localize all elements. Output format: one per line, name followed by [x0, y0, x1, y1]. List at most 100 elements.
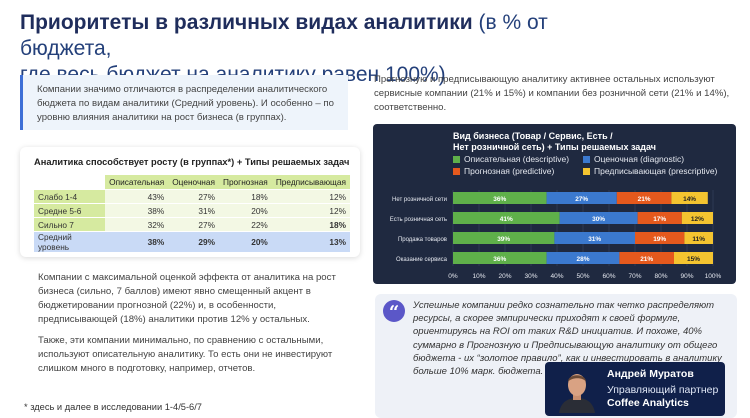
category-label: Есть розничная сеть [390, 217, 447, 223]
data-label: 12% [691, 216, 704, 223]
cell: 32% [105, 217, 169, 231]
chart-title: Вид бизнеса (Товар / Сервис, Есть / Нет р… [453, 131, 656, 152]
table-title: Аналитика способствует росту (в группах*… [34, 157, 350, 167]
data-label: 14% [683, 196, 696, 203]
bar-segment [453, 192, 547, 204]
col-header: Описательная [105, 175, 169, 189]
category-label: Оказание сервиса [396, 257, 448, 263]
cell: 18% [271, 217, 350, 231]
cell: 38% [105, 231, 169, 252]
chart-axis: 0% 10% 20% 30% 40% 50% 60% 70% 80% 90% 100% [448, 273, 721, 280]
quote-icon: “ [383, 300, 405, 323]
data-label: 27% [575, 196, 588, 203]
legend-label: Предписывающая (prescriptive) [594, 166, 718, 176]
table-row: Слабо 1-4 43% 27% 18% 12% [34, 189, 350, 203]
cell: 20% [218, 231, 272, 252]
row-label: Слабо 1-4 [34, 189, 106, 203]
cell: 29% [168, 231, 219, 252]
chart-svg: Вид бизнеса (Товар / Сервис, Есть / Нет р… [390, 131, 722, 280]
x-tick-label: 100% [705, 273, 722, 280]
paragraph-strong-growth: Компании с максимальной оценкой эффекта … [38, 272, 336, 325]
bar-segment [637, 212, 682, 224]
cell: 31% [168, 203, 219, 217]
col-header: Оценочная [168, 175, 219, 189]
bar-segment [453, 252, 547, 264]
bar-segment [546, 252, 620, 264]
title-bold: Приоритеты в различных видах аналитики [20, 11, 473, 34]
bar-segment [554, 232, 635, 244]
data-label: 17% [653, 216, 666, 223]
bar-segment [453, 232, 555, 244]
right-summary: Прогнозную и предписывающую аналитику ак… [374, 74, 730, 113]
data-label: 15% [687, 256, 700, 263]
business-type-chart: Вид бизнеса (Товар / Сервис, Есть / Нет р… [373, 124, 736, 284]
author-role: Управляющий партнер [607, 384, 719, 396]
row-label: Сильно 7 [34, 217, 106, 231]
cell: 38% [105, 203, 169, 217]
author-company: Coffee Analytics [607, 397, 689, 409]
footnote: * здесь и далее в исследовании 1-4/5-6/7 [24, 402, 202, 412]
cell: 43% [105, 189, 169, 203]
avatar [553, 365, 601, 413]
legend-swatch [453, 156, 460, 163]
growth-table-card: Аналитика способствует росту (в группах*… [20, 147, 360, 257]
table-header-row: Описательная Оценочная Прогнозная Предпи… [34, 175, 350, 189]
legend-swatch [583, 168, 590, 175]
cell: 12% [271, 189, 350, 203]
author-name: Андрей Муратов [607, 368, 694, 380]
data-label: 39% [497, 236, 510, 243]
chart-legend: Описательная (descriptive) Оценочная (dia… [453, 154, 718, 176]
quote-card: “ Успешные компании редко сознательно та… [375, 294, 737, 418]
chart-title-line: Нет розничной сеть) + Типы решаемых зада… [453, 142, 656, 152]
x-tick-label: 30% [524, 273, 537, 280]
bar-segment [559, 212, 638, 224]
bar-segment [546, 192, 617, 204]
cell: 12% [271, 203, 350, 217]
bar-segment [671, 192, 708, 204]
x-tick-label: 80% [654, 273, 667, 280]
legend-label: Прогнозная (predictive) [464, 166, 554, 176]
x-tick-label: 20% [498, 273, 511, 280]
bar-segment [453, 212, 560, 224]
growth-table: Описательная Оценочная Прогнозная Предпи… [34, 175, 350, 252]
title-rest: (в % от бюджета, [20, 11, 548, 60]
legend-label: Описательная (descriptive) [464, 154, 569, 164]
category-label: Продажа товаров [398, 237, 447, 243]
intro-callout: Компании значимо отличаются в распределе… [20, 75, 348, 130]
data-label: 36% [493, 196, 506, 203]
cell: 13% [271, 231, 350, 252]
cell: 27% [168, 217, 219, 231]
row-label: Средний уровень [34, 231, 106, 252]
data-label: 21% [640, 256, 653, 263]
data-label: 30% [592, 216, 605, 223]
chart-bars: Нет розничной сети 36% 27% 21% 14% Есть розни… [390, 192, 713, 264]
x-tick-label: 60% [602, 273, 615, 280]
paragraph-descriptive: Также, эти компании минимально, по сравн… [38, 335, 333, 374]
x-tick-label: 10% [472, 273, 485, 280]
quote-text: Успешные компании редко сознательно так … [413, 300, 722, 378]
col-header: Прогнозная [218, 175, 272, 189]
data-label: 31% [588, 236, 601, 243]
bar-segment [619, 252, 674, 264]
bar-segment [674, 252, 713, 264]
chart-title-text: Вид бизнеса (Товар / Сервис, Есть / Нет р… [453, 131, 656, 152]
table-row-average: Средний уровень 38% 29% 20% 13% [34, 231, 350, 252]
x-tick-label: 40% [550, 273, 563, 280]
data-label: 41% [500, 216, 513, 223]
chart-title-line: Вид бизнеса (Товар / Сервис, Есть / [453, 131, 613, 141]
col-header: Предписывающая [271, 175, 350, 189]
x-tick-label: 50% [576, 273, 589, 280]
cell: 18% [218, 189, 272, 203]
data-label: 28% [576, 256, 589, 263]
category-label: Нет розничной сети [392, 196, 447, 203]
bar-segment [616, 192, 672, 204]
table-row: Средне 5-6 38% 31% 20% 12% [34, 203, 350, 217]
data-label: 11% [692, 236, 705, 243]
data-label: 19% [653, 236, 666, 243]
x-tick-label: 70% [628, 273, 641, 280]
row-label: Средне 5-6 [34, 203, 106, 217]
cell: 27% [168, 189, 219, 203]
legend-swatch [583, 156, 590, 163]
data-label: 36% [493, 256, 506, 263]
bar-segment [681, 212, 713, 224]
